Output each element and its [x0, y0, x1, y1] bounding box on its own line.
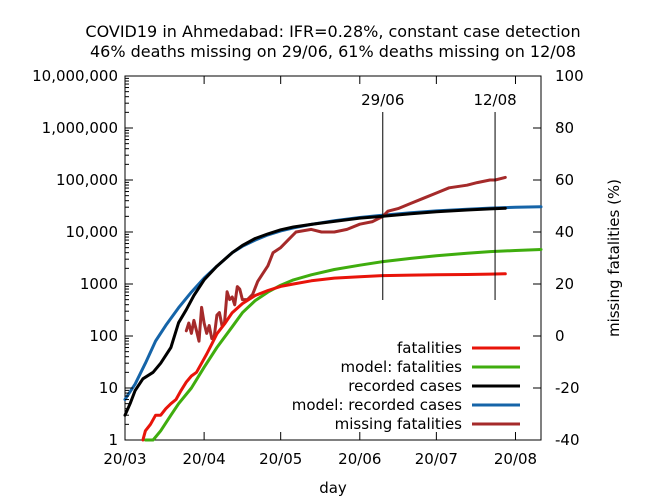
chart-subtitle: 46% deaths missing on 29/06, 61% deaths … — [90, 42, 576, 61]
plot-area — [124, 75, 542, 441]
y2-tick-label: 20 — [555, 275, 574, 293]
legend-entry-label: missing fatalities — [335, 415, 463, 433]
axis-layer: 110100100010,000100,0001,000,00010,000,0… — [32, 67, 584, 468]
y-tick-label: 1000 — [80, 275, 118, 293]
y-tick-label: 10,000,000 — [32, 67, 118, 85]
x-tick-label: 20/03 — [103, 450, 146, 468]
y2-axis-label: missing fatalities (%) — [605, 179, 623, 337]
series-line-fatalities — [141, 272, 507, 442]
plot-frame — [124, 75, 542, 441]
annotation-layer: 29/06 12/08 — [361, 91, 517, 300]
chart-title: COVID19 in Ahmedabad: IFR=0.28%, constan… — [85, 22, 580, 41]
series-line-model-recorded-cases — [123, 205, 543, 401]
y-tick-label: 100 — [89, 327, 118, 345]
x-tick-label: 20/07 — [415, 450, 458, 468]
x-axis-label: day — [319, 479, 347, 497]
x-tick-label: 20/04 — [182, 450, 225, 468]
y2-tick-label: -40 — [555, 431, 580, 449]
y2-tick-label: 0 — [555, 327, 565, 345]
y-tick-label: 1,000,000 — [42, 119, 118, 137]
legend-entry-label: fatalities — [397, 339, 462, 357]
y-tick-label: 10,000 — [66, 223, 119, 241]
x-tick-label: 20/05 — [259, 450, 302, 468]
annotation-label: 12/08 — [473, 91, 516, 109]
annotation-label: 29/06 — [361, 91, 404, 109]
x-tick-label: 20/06 — [338, 450, 381, 468]
legend-entry-label: model: fatalities — [340, 358, 462, 376]
x-tick-label: 20/08 — [494, 450, 537, 468]
y2-tick-label: 100 — [555, 67, 584, 85]
y-tick-label: 1 — [108, 431, 118, 449]
series-line-missing-fatalities — [184, 175, 507, 343]
y-tick-label: 10 — [99, 379, 118, 397]
legend-entry-label: recorded cases — [348, 377, 462, 395]
legend-entry-label: model: recorded cases — [292, 396, 462, 414]
series-layer — [123, 175, 543, 442]
y-tick-label: 100,000 — [56, 171, 118, 189]
y2-tick-label: 40 — [555, 223, 574, 241]
y2-tick-label: 60 — [555, 171, 574, 189]
y2-tick-label: -20 — [555, 379, 580, 397]
series-line-recorded-cases — [123, 206, 507, 417]
y2-tick-label: 80 — [555, 119, 574, 137]
